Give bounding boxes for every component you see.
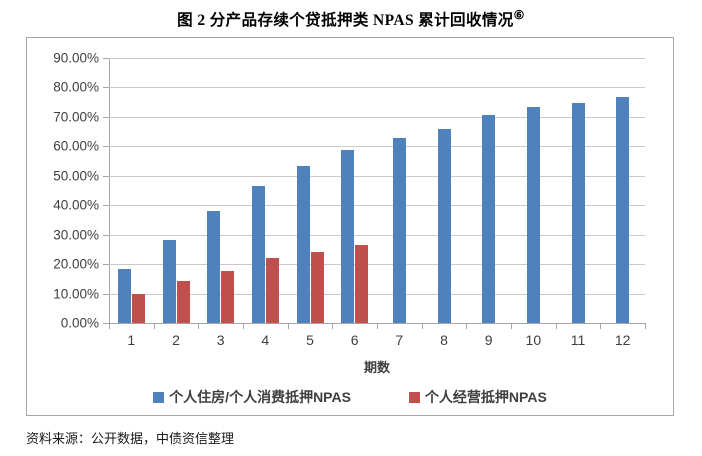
legend-item[interactable]: 个人经营抵押NPAS — [408, 387, 547, 407]
bar-series-b — [221, 271, 235, 323]
y-axis-tick — [103, 87, 109, 89]
y-axis-tick — [103, 175, 109, 177]
legend-label: 个人经营抵押NPAS — [424, 389, 547, 405]
y-axis-label: 0.00% — [60, 315, 99, 331]
bar-series-a — [437, 128, 451, 323]
gridline — [109, 87, 645, 89]
bar-series-a — [616, 97, 630, 323]
gridline — [109, 175, 645, 177]
x-axis-tick — [332, 323, 334, 329]
bar-series-a — [117, 268, 131, 323]
source-note: 资料来源：公开数据，中债资信整理 — [26, 431, 235, 446]
x-axis-label: 8 — [440, 332, 448, 348]
bar-series-b — [310, 252, 324, 323]
bar-series-a — [482, 115, 496, 323]
bar-series-a — [392, 137, 406, 323]
y-axis-label: 50.00% — [53, 168, 99, 184]
x-axis-tick — [600, 323, 602, 329]
x-axis-tick — [287, 323, 289, 329]
bar-series-a — [296, 166, 310, 323]
x-axis-label: 10 — [525, 332, 542, 348]
gridline — [109, 293, 645, 295]
x-axis-tick — [421, 323, 423, 329]
gridline — [109, 264, 645, 266]
x-axis-tick — [555, 323, 557, 329]
legend-swatch-icon — [153, 391, 165, 403]
bar-series-b — [355, 244, 369, 323]
x-axis-label: 6 — [350, 332, 359, 348]
x-axis-tick — [645, 323, 646, 329]
x-axis-tick — [109, 323, 110, 329]
gridline — [109, 146, 645, 148]
legend-label: 个人住房/个人消费抵押NPAS — [169, 389, 351, 405]
bar-series-a — [341, 149, 355, 323]
gridline — [109, 58, 645, 59]
bar-series-a — [526, 107, 540, 323]
y-axis-label: 10.00% — [53, 286, 99, 302]
y-axis-tick — [103, 264, 109, 266]
x-axis-label: 2 — [172, 332, 180, 348]
chart-container: 0.00% 10.00% 20.00% 30.00% 40.00% 50.00% 60.00… — [26, 37, 674, 416]
bar-series-a — [207, 210, 221, 323]
bar-series-a — [162, 239, 176, 323]
footnote-marker: ⑥ — [513, 8, 525, 22]
x-axis-tick — [377, 323, 378, 329]
y-axis-label: 40.00% — [53, 197, 99, 213]
y-axis-tick — [103, 58, 109, 59]
bar-series-a — [251, 185, 265, 323]
x-axis-label: 4 — [261, 332, 270, 348]
x-axis-tick — [243, 323, 244, 329]
y-axis-label: 90.00% — [53, 50, 99, 66]
x-axis-tick — [511, 323, 512, 329]
y-axis-tick — [103, 323, 109, 324]
x-axis-tick — [198, 323, 200, 329]
y-axis-label: 30.00% — [53, 227, 99, 243]
y-axis-tick — [103, 234, 109, 236]
x-axis-label: 7 — [395, 332, 404, 348]
x-axis-label: 1 — [127, 332, 136, 348]
bar-series-b — [131, 294, 145, 323]
page-title: 图 2 分产品存续个贷抵押类 NPAS 累计回收情况⑥ — [0, 8, 702, 30]
x-axis-title: 期数 — [363, 360, 390, 375]
x-axis-label: 11 — [570, 332, 586, 348]
x-axis-label: 5 — [306, 332, 314, 348]
chart-legend: 个人住房/个人消费抵押NPAS 个人经营抵押NPAS — [27, 387, 673, 407]
bar-series-a — [571, 103, 585, 323]
page-title-text: 图 2 分产品存续个贷抵押类 NPAS 累计回收情况 — [177, 12, 514, 30]
bar-series-b — [176, 281, 190, 323]
y-axis-label: 20.00% — [53, 256, 99, 272]
chart-plot-area: 0.00% 10.00% 20.00% 30.00% 40.00% 50.00% 60.00… — [53, 51, 646, 375]
y-axis-tick — [103, 146, 109, 148]
legend-swatch-icon — [408, 391, 420, 403]
x-axis-label: 12 — [614, 332, 631, 348]
bar-series-b — [265, 258, 279, 323]
y-axis-tick — [103, 116, 109, 118]
x-axis-label: 9 — [484, 332, 493, 348]
x-axis-tick — [153, 323, 155, 329]
x-axis-label: 3 — [216, 332, 225, 348]
gridline — [109, 234, 645, 236]
y-axis-tick — [103, 293, 109, 295]
y-axis-tick — [103, 205, 109, 207]
y-axis-label: 70.00% — [53, 109, 99, 125]
gridline — [109, 116, 645, 118]
legend-item[interactable]: 个人住房/个人消费抵押NPAS — [153, 387, 351, 407]
gridline — [109, 205, 645, 207]
y-axis-line — [109, 58, 110, 323]
x-axis-tick — [466, 323, 468, 329]
y-axis-label: 80.00% — [53, 79, 99, 95]
y-axis-label: 60.00% — [53, 138, 99, 154]
